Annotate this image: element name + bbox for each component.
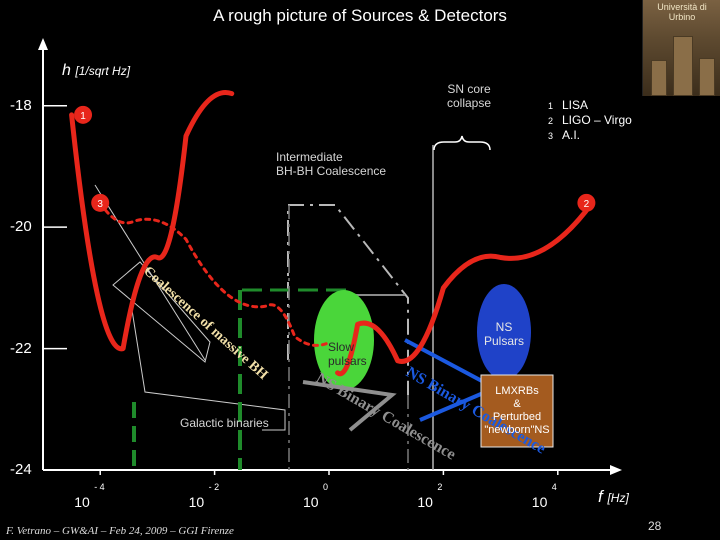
curve-ligo-virgo (335, 200, 595, 377)
slow-pulsars-label: Slow pulsars (328, 340, 367, 368)
x-axis-label-unit: [Hz] (607, 491, 629, 505)
university-logo-text: Università di Urbino (657, 2, 707, 22)
legend-entry-label: LIGO – Virgo (562, 113, 632, 127)
legend-entry: 1 LISA (548, 98, 632, 113)
x-tick-base: 10 (74, 494, 90, 510)
x-axis-label-symbol: f (598, 487, 603, 506)
coalescence-label: Coalescence of massive BH (140, 264, 270, 383)
legend-entry: 3 A.I. (548, 128, 632, 143)
footer: F. Vetrano – GW&AI – Feb 24, 2009 – GGI … (6, 525, 234, 537)
logo-tower-icon-3 (699, 58, 715, 96)
x-tick-base: 10 (188, 494, 205, 510)
logo-tower-icon-2 (651, 60, 667, 96)
ns-pulsars-blob (477, 284, 531, 380)
lmxrbs-box (480, 374, 554, 448)
lmxrbs-label: LMXRBs & Perturbed "newborn"NS (484, 385, 550, 436)
galactic-binaries-label: Galactic binaries (180, 416, 269, 430)
x-tick-base: 10 (531, 494, 548, 510)
legend-entry-label: LISA (562, 98, 589, 112)
x-axis-label: f [Hz] (598, 487, 629, 507)
y-axis-label-symbol: h (62, 62, 71, 79)
legend: 1 LISA 2 LIGO – Virgo 3 A.I. (548, 98, 632, 143)
x-tick-base: 10 (303, 494, 319, 510)
axes (38, 38, 622, 475)
y-tick-label: -20 (10, 218, 32, 236)
legend-entry-label: A.I. (562, 128, 581, 142)
y-axis-label-unit: [1/sqrt Hz] (75, 64, 131, 78)
curve-marker-2 (577, 193, 596, 212)
x-tick-base: 10 (417, 494, 433, 510)
y-axis-label: h [1/sqrt Hz] (62, 62, 130, 80)
curve-lisa (69, 90, 235, 352)
curve-marker-label: 2 (584, 199, 590, 210)
sn-core-collapse-bracket (433, 135, 491, 151)
university-logo: Università di Urbino (642, 0, 720, 96)
y-tick-label: -18 (10, 96, 32, 114)
intermediate-bh-bh-region (287, 204, 409, 395)
y-tick-label: -24 (10, 461, 32, 478)
curve-marker-label: 3 (97, 199, 103, 210)
curve-marker-label: 1 (80, 111, 86, 122)
x-tick-exponent: 0 (323, 482, 329, 492)
sn-core-collapse-label: SN core collapse (447, 82, 492, 110)
legend-entry-number: 3 (548, 131, 554, 141)
coalescence-massive-bh-guide (94, 184, 206, 361)
x-tick-exponent: 2 (437, 482, 443, 492)
ns-pulsars-label: NS Pulsars (483, 320, 524, 348)
galactic-binaries-region (131, 309, 286, 431)
x-axis-arrowhead (610, 465, 622, 475)
legend-entry: 2 LIGO – Virgo (548, 113, 632, 128)
x-tick-exponent: - 4 (94, 482, 105, 492)
legend-entry-number: 2 (548, 116, 554, 126)
slide-title: A rough picture of Sources & Detectors (213, 6, 507, 25)
page-number: 28 (648, 519, 662, 533)
y-axis-arrowhead (38, 38, 48, 50)
x-tick-exponent: 4 (551, 482, 557, 492)
curve-marker-1 (74, 105, 93, 124)
intermediate-bh-bh-label: Intermediate BH-BH Coalescence (276, 150, 387, 178)
ns-binary-coalescence-gray-band (302, 380, 397, 432)
coalescence-massive-bh-region (112, 261, 211, 363)
legend-entry-number: 1 (548, 101, 554, 111)
y-tick-label: -22 (10, 339, 32, 357)
x-tick-exponent: - 2 (208, 482, 220, 492)
logo-tower-icon (673, 36, 693, 96)
curve-marker-3 (91, 193, 110, 212)
slow-pulsars-blob (314, 290, 374, 390)
